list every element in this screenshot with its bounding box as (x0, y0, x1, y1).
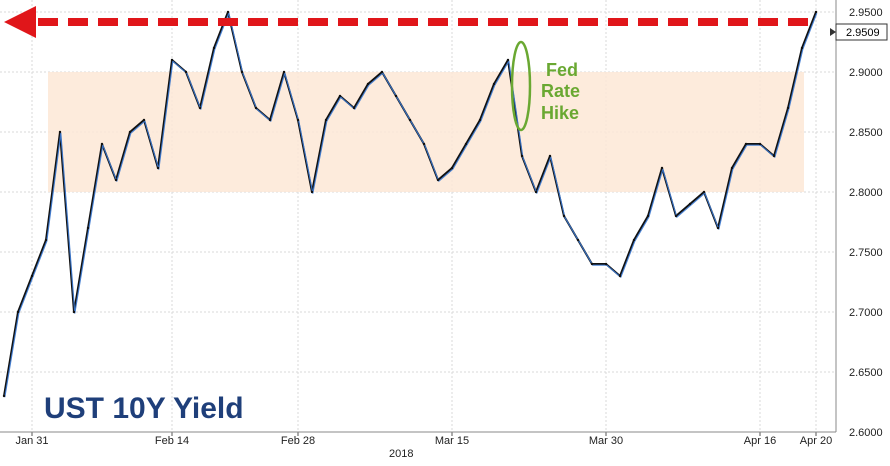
data-point (632, 238, 636, 242)
data-point (506, 58, 510, 62)
data-point (100, 142, 104, 146)
data-point (212, 46, 216, 50)
last-value-pointer (830, 28, 836, 36)
data-point (114, 178, 118, 182)
x-tick-label: Apr 20 (800, 435, 832, 447)
data-point (240, 70, 244, 74)
data-point (324, 118, 328, 122)
data-point (156, 166, 160, 170)
annotation-line-1: Fed (546, 60, 578, 80)
data-point (184, 70, 188, 74)
data-point (814, 10, 818, 14)
data-point (576, 238, 580, 242)
data-point (590, 262, 594, 266)
data-point (254, 106, 258, 110)
data-point (674, 214, 678, 218)
data-point (492, 82, 496, 86)
annotation-line-3: Hike (541, 103, 579, 123)
year-label: 2018 (389, 448, 413, 460)
data-point (142, 118, 146, 122)
data-point (268, 118, 272, 122)
x-tick-label: Jan 31 (15, 435, 48, 447)
data-point (800, 46, 804, 50)
x-tick-label: Feb 14 (155, 435, 189, 447)
data-point (394, 94, 398, 98)
plot-background (0, 0, 836, 432)
y-tick-label: 2.6500 (849, 367, 883, 379)
y-tick-label: 2.9000 (849, 67, 883, 79)
data-point (688, 202, 692, 206)
x-tick-label: Mar 15 (435, 435, 469, 447)
data-point (226, 10, 230, 14)
series-layer (2, 10, 818, 398)
data-point (366, 82, 370, 86)
range-band (48, 72, 804, 192)
data-point (618, 274, 622, 278)
chart-title: UST 10Y Yield (44, 392, 244, 425)
data-point (30, 274, 34, 278)
data-point (352, 106, 356, 110)
data-point (170, 58, 174, 62)
data-point (660, 166, 664, 170)
y-tick-label: 2.6000 (849, 427, 883, 439)
data-point (716, 226, 720, 230)
data-point (128, 130, 132, 134)
data-point (310, 190, 314, 194)
data-point (450, 166, 454, 170)
y-tick-label: 2.9500 (849, 7, 883, 19)
data-point (478, 118, 482, 122)
data-point (2, 394, 6, 398)
data-point (534, 190, 538, 194)
data-point (58, 130, 62, 134)
data-point (408, 118, 412, 122)
series-line-highlight (4, 12, 818, 398)
data-point (548, 154, 552, 158)
data-point (422, 142, 426, 146)
data-point (520, 154, 524, 158)
data-point (338, 94, 342, 98)
y-tick-label: 2.8000 (849, 187, 883, 199)
data-point (786, 106, 790, 110)
data-point (562, 214, 566, 218)
y-tick-label: 2.8500 (849, 127, 883, 139)
x-tick-label: Feb 28 (281, 435, 315, 447)
data-point (72, 310, 76, 314)
x-tick-label: Mar 30 (589, 435, 623, 447)
data-point (44, 238, 48, 242)
x-tick-label: Apr 16 (744, 435, 776, 447)
data-point (282, 70, 286, 74)
data-point (772, 154, 776, 158)
data-point (380, 70, 384, 74)
data-point (604, 262, 608, 266)
data-point (464, 142, 468, 146)
data-point (744, 142, 748, 146)
data-point (702, 190, 706, 194)
data-point (646, 214, 650, 218)
annotation-line-2: Rate (541, 81, 580, 101)
data-point (436, 178, 440, 182)
x-axis: Jan 31 Feb 14 Feb 28 Mar 15 Mar 30 Apr 16 Apr … (0, 431, 836, 447)
last-value-label: 2.9509 (846, 27, 880, 39)
data-point (16, 310, 20, 314)
y-tick-label: 2.7000 (849, 307, 883, 319)
fed-hike-ellipse (510, 40, 532, 132)
y-axis: 2.6000 2.6500 2.7000 2.7500 2.8000 2.8500 2.90… (835, 0, 883, 439)
data-point (730, 166, 734, 170)
resistance-arrow-head (4, 6, 36, 38)
data-point (86, 226, 90, 230)
data-point (758, 142, 762, 146)
data-point (296, 118, 300, 122)
data-point (198, 106, 202, 110)
y-tick-label: 2.7500 (849, 247, 883, 259)
